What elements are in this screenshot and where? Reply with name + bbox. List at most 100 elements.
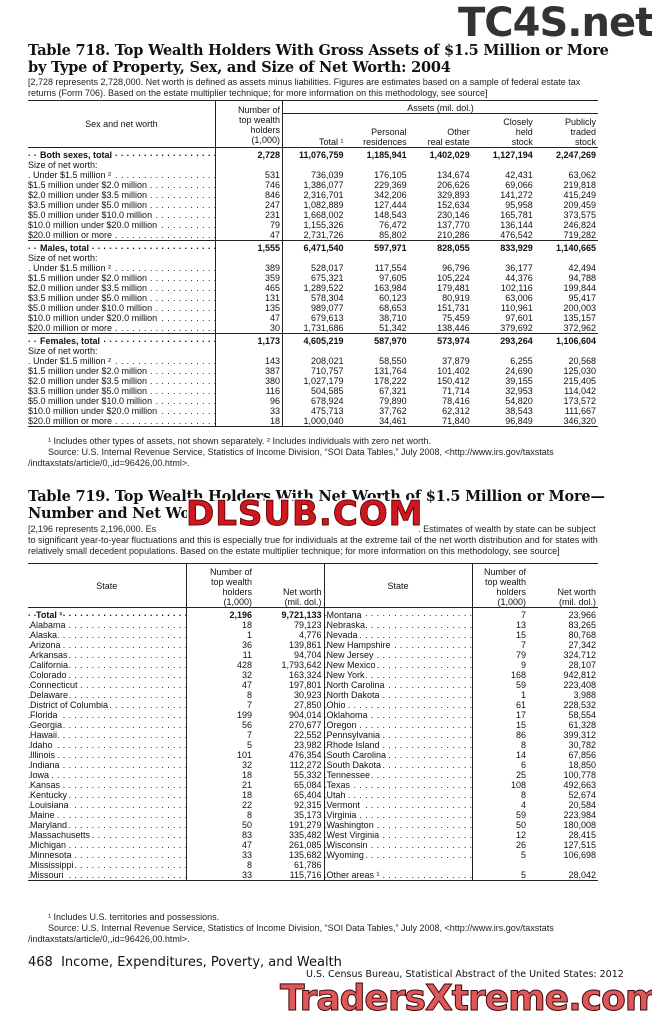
networth-left: 261,085 [288, 840, 322, 850]
state-left: Idaho [28, 740, 186, 750]
state-right: Rhode Island [323, 740, 472, 750]
cell-value: 79,890 [379, 396, 407, 406]
cell-value: 199,844 [563, 283, 596, 293]
table-row: $2.0 million under $3.5 million 8462,316,… [28, 190, 598, 200]
holders-left: 2,196 [185, 607, 254, 620]
networth-right: 106,698 [563, 850, 596, 860]
row-label: Nevada [326, 630, 359, 640]
row-label: Idaho [30, 740, 54, 750]
holders-left: 428 [185, 660, 254, 670]
holders-right: 61 [471, 700, 528, 710]
cell-value: 76,472 [379, 220, 407, 230]
cell-value: 1,027,179 [281, 376, 346, 386]
table-row: $2.0 million under $3.5 million 4651,289,… [28, 283, 598, 293]
holders-right: 17 [471, 710, 528, 720]
networth-left: 22,552 [293, 730, 322, 740]
row-label: North Carolina [326, 680, 386, 690]
table-row: $5.0 million under $10.0 million 2311,668… [28, 210, 598, 220]
state-right: Tennessee [323, 770, 472, 780]
state-right: Pennsylvania [323, 730, 472, 740]
cell-value: 18 [214, 416, 283, 427]
cell-value: 75,459 [442, 313, 470, 323]
holders-left: 1 [185, 630, 254, 640]
holders-left: 83 [185, 830, 254, 840]
cell-value: 151,731 [437, 303, 470, 313]
networth-left: 55,332 [293, 770, 322, 780]
cell-value: 1,402,029 [429, 150, 470, 160]
cell-value: 173,572 [563, 396, 596, 406]
cell-value: 134,674 [437, 170, 470, 180]
table-row: $3.5 million under $5.0 million 2471,082,… [28, 200, 598, 210]
row-label: Utah [326, 790, 347, 800]
state-left: Hawaii [28, 730, 186, 740]
row-label: $3.5 million under $5.0 million [28, 386, 149, 396]
holders-right: 50 [471, 820, 528, 830]
table-row: $20.0 million or more 181,000,040 34,461 71… [28, 416, 598, 427]
cell-value: 710,757 [281, 366, 346, 376]
row-label: Other areas ¹ [326, 870, 381, 880]
cell-value: 71,840 [442, 416, 470, 426]
cell-value: 78,416 [442, 396, 470, 406]
cell-value: 215,405 [563, 376, 596, 386]
table718-title-line2: by Type of Property, Sex, and Size of Ne… [28, 59, 451, 76]
state-right: New Jersey [323, 650, 472, 660]
cell-value: 736,039 [281, 170, 346, 180]
holders-right: 15 [471, 720, 528, 730]
cell-value: 6,471,540 [281, 240, 346, 253]
state-left: Colorado [28, 670, 186, 680]
state-left: Indiana [28, 760, 186, 770]
cell-value: 828,055 [437, 243, 470, 253]
cell-value: 380 [214, 376, 283, 386]
row-label: Rhode Island [326, 740, 381, 750]
cell-empty [535, 253, 598, 263]
row-stub: Size of net worth: [28, 346, 98, 356]
row-label: Arkansas [30, 650, 69, 660]
cell-value: 387 [214, 366, 283, 376]
header-assets-group: Assets (mil. dol.) [281, 100, 598, 114]
row-label: $2.0 million under $3.5 million [28, 190, 149, 200]
holders-right: 26 [471, 840, 528, 850]
holders-right: 15 [471, 630, 528, 640]
row-label: Georgia [30, 720, 64, 730]
networth-left: 112,272 [289, 760, 322, 770]
table-row: Minnesota 33 135,682 Wyoming 5 106,698 [28, 850, 598, 860]
cell-empty [409, 346, 472, 356]
cell-value: 531 [214, 170, 283, 180]
cell-value: 44,376 [505, 273, 533, 283]
cell-value: 37,879 [442, 356, 470, 366]
cell-value: 42,494 [568, 263, 596, 273]
row-label: $3.5 million under $5.0 million [28, 293, 149, 303]
state-right: Montana [323, 607, 472, 620]
cell-value: 111,667 [564, 406, 596, 416]
holders-left: 18 [185, 770, 254, 780]
networth-right: 18,850 [568, 760, 596, 770]
holders-left: 7 [185, 700, 254, 710]
holders-left: 21 [185, 780, 254, 790]
cell-empty [472, 253, 535, 263]
holders-left: 18 [185, 620, 254, 630]
holders-right: 25 [471, 770, 528, 780]
watermark-tc4s: TC4S.net [458, 0, 652, 46]
holders-right: 8 [471, 740, 528, 750]
networth-right: 80,768 [568, 630, 596, 640]
table-row: $20.0 million or more 301,731,686 51,342 13… [28, 323, 598, 334]
table719-title-line1: Table 719. Top Wealth Holders With Net W… [28, 488, 605, 505]
cell-value: 1,386,077 [281, 180, 346, 190]
table718-title: Table 718. Top Wealth Holders With Gross… [28, 42, 628, 76]
cell-value: 148,543 [374, 210, 407, 220]
row-label: Under $1.5 million ² [33, 170, 113, 180]
row-label: $1.5 million under $2.0 million [28, 366, 149, 376]
networth-left: 79,123 [293, 620, 322, 630]
cell-value: 37,762 [379, 406, 407, 416]
row-label: Montana [326, 610, 363, 620]
table-row: $1.5 million under $2.0 million 387710,75… [28, 366, 598, 376]
row-label: Hawaii [30, 730, 59, 740]
cell-empty [281, 346, 346, 356]
row-label: North Dakota [326, 690, 381, 700]
networth-left: 30,923 [293, 690, 322, 700]
networth-right: 52,674 [568, 790, 596, 800]
row-label: Missouri [30, 870, 65, 880]
row-stub: $1.5 million under $2.0 million [28, 180, 215, 190]
cell-value: 33 [214, 406, 283, 416]
